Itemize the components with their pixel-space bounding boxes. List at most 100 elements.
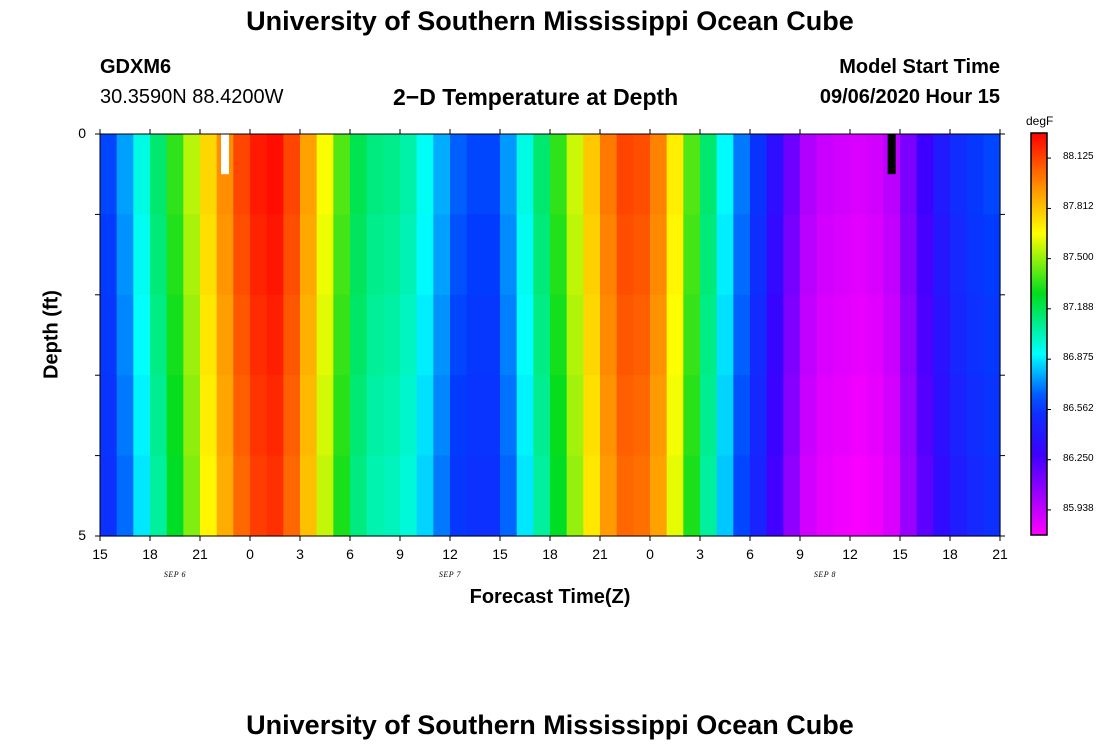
x-tick-label: 15 — [892, 546, 908, 562]
heatmap-cell — [783, 214, 801, 296]
heatmap-cell — [866, 375, 884, 457]
heatmap-cell — [650, 214, 668, 296]
heatmap-cell — [666, 375, 684, 457]
heatmap-cell — [400, 375, 418, 457]
missing-data-markers — [221, 134, 896, 175]
heatmap-cell — [683, 294, 701, 376]
heatmap-cell — [983, 134, 1001, 215]
heatmap-cell — [783, 134, 801, 215]
heatmap-cells — [100, 134, 1001, 537]
heatmap-cell — [600, 455, 618, 537]
heatmap-cell — [183, 294, 201, 376]
top-title: University of Southern Mississippi Ocean… — [246, 6, 854, 36]
heatmap-cell — [566, 214, 584, 296]
heatmap-cell — [516, 134, 534, 215]
heatmap-cell — [750, 455, 768, 537]
heatmap-cell — [150, 134, 168, 215]
heatmap-cell — [800, 134, 818, 215]
heatmap-cell — [183, 375, 201, 457]
heatmap-cell — [133, 294, 151, 376]
heatmap-cell — [983, 455, 1001, 537]
heatmap-cell — [850, 134, 868, 215]
heatmap-cell — [133, 375, 151, 457]
heatmap-cell — [633, 294, 651, 376]
heatmap-cell — [900, 214, 918, 296]
heatmap-cell — [316, 214, 334, 296]
heatmap-cell — [333, 455, 351, 537]
heatmap-cell — [966, 214, 984, 296]
heatmap-cell — [783, 294, 801, 376]
heatmap-cell — [283, 294, 301, 376]
heatmap-cell — [716, 455, 734, 537]
heatmap-cell — [766, 214, 784, 296]
heatmap-cell — [166, 455, 184, 537]
heatmap-cell — [316, 455, 334, 537]
x-tick-label: 9 — [396, 546, 404, 562]
heatmap-cell — [300, 455, 318, 537]
heatmap-cell — [550, 294, 568, 376]
heatmap-cell — [683, 455, 701, 537]
heatmap-cell — [583, 214, 601, 296]
heatmap-cell — [416, 375, 434, 457]
station-coordinates: 30.3590N 88.4200W — [100, 86, 284, 108]
heatmap-cell — [450, 214, 468, 296]
colorbar-unit: degF — [1026, 114, 1054, 128]
heatmap-cell — [900, 375, 918, 457]
colorbar-tick-label: 87.500 — [1063, 251, 1094, 263]
date-label: SEP 7 — [438, 570, 462, 579]
station-id: GDXM6 — [100, 56, 172, 78]
heatmap-cell — [416, 134, 434, 215]
heatmap-cell — [483, 455, 501, 537]
heatmap-cell — [500, 455, 518, 537]
heatmap-cell — [583, 375, 601, 457]
heatmap-cell — [200, 214, 218, 296]
heatmap-cell — [566, 134, 584, 215]
heatmap-cell — [300, 375, 318, 457]
heatmap-cell — [933, 375, 951, 457]
heatmap-cell — [900, 134, 918, 215]
heatmap-cell — [750, 214, 768, 296]
heatmap-cell — [350, 375, 368, 457]
heatmap-cell — [316, 134, 334, 215]
heatmap-cell — [666, 214, 684, 296]
heatmap-cell — [266, 294, 284, 376]
heatmap-cell — [816, 294, 834, 376]
heatmap-cell — [350, 455, 368, 537]
heatmap-cell — [933, 294, 951, 376]
heatmap-cell — [883, 455, 901, 537]
heatmap-cell — [750, 134, 768, 215]
heatmap-cell — [733, 214, 751, 296]
heatmap-cell — [700, 455, 718, 537]
colorbar-tick-label: 86.562 — [1063, 402, 1094, 414]
x-axis-ticks — [99, 129, 1001, 541]
heatmap-cell — [983, 294, 1001, 376]
date-label: SEP 8 — [813, 570, 837, 579]
x-axis-title: Forecast Time(Z) — [469, 586, 631, 608]
heatmap-cell — [100, 214, 118, 296]
heatmap-cell — [183, 214, 201, 296]
colorbar-tick-label: 85.938 — [1063, 502, 1094, 514]
heatmap-cell — [500, 134, 518, 215]
heatmap-cell — [666, 134, 684, 215]
model-start-value: 09/06/2020 Hour 15 — [819, 86, 1000, 108]
heatmap-cell — [216, 294, 234, 376]
heatmap-cell — [400, 214, 418, 296]
heatmap-cell — [233, 214, 251, 296]
heatmap-cell — [150, 214, 168, 296]
y-axis-ticks — [95, 133, 1005, 537]
heatmap-cell — [933, 134, 951, 215]
heatmap-cell — [366, 294, 384, 376]
heatmap-cell — [600, 214, 618, 296]
heatmap-cell — [366, 375, 384, 457]
heatmap-cell — [633, 375, 651, 457]
heatmap-cell — [383, 375, 401, 457]
heatmap-cell — [400, 134, 418, 215]
heatmap-cell — [850, 294, 868, 376]
x-tick-label: 12 — [442, 546, 458, 562]
heatmap-cell — [200, 134, 218, 215]
heatmap-cell — [933, 455, 951, 537]
heatmap-cell — [283, 214, 301, 296]
heatmap-cell — [783, 375, 801, 457]
heatmap-cell — [600, 375, 618, 457]
model-start-label: Model Start Time — [839, 56, 1000, 78]
